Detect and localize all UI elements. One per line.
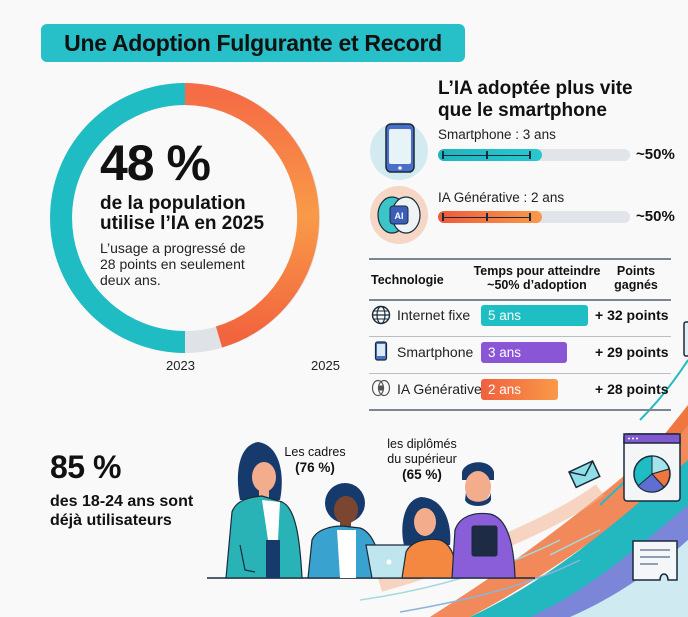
donut-chart — [50, 83, 320, 353]
globe-icon — [371, 305, 391, 325]
youth-subtitle-line1: des 18-24 ans sont — [50, 493, 194, 510]
smartphone-icon — [370, 122, 428, 180]
annotation-diplomes-line1: les diplômés — [387, 437, 457, 451]
row-technology: IA Générative — [397, 381, 482, 397]
header-points-line1: Points — [616, 264, 656, 278]
table-top-rule — [369, 258, 671, 260]
row-technology: Smartphone — [397, 344, 474, 360]
people-illustration — [225, 442, 516, 579]
annotation-cadres: Les cadres (76 %) — [283, 445, 347, 475]
pie-chart-window-icon — [623, 433, 681, 502]
header-technology: Technologie — [371, 273, 444, 287]
header-time-line1: Temps pour atteindre — [473, 264, 601, 278]
annotation-diplomes-line3: (65 %) — [402, 467, 442, 482]
annotation-cadres-line1: Les cadres — [284, 445, 346, 459]
bar-track-smartphone — [438, 149, 630, 161]
row-time-bar: 2 ans — [481, 379, 558, 400]
youth-subtitle-line2: déjà utilisateurs — [50, 512, 172, 529]
ai-brain-icon: AI — [370, 186, 428, 244]
bar-label-ai: IA Générative : 2 ans — [438, 190, 565, 205]
annotation-diplomes-line2: du supérieur — [387, 452, 457, 466]
table-bottom-rule — [369, 409, 671, 411]
row-divider — [369, 373, 671, 374]
row-time-bar: 3 ans — [481, 342, 567, 363]
donut-segment-2023 — [50, 83, 186, 353]
header-time-line2: ~50% d’adoption — [487, 278, 587, 292]
row-time-bar: 5 ans — [481, 305, 588, 326]
row-points: + 32 points — [595, 307, 669, 323]
youth-percentage: 85 % — [50, 449, 121, 485]
adoption-note-line2: 28 points en seulement — [100, 256, 245, 272]
annotation-diplomes: les diplômés du supérieur (65 %) — [384, 437, 460, 482]
smartphone-icon — [374, 341, 388, 361]
row-points: + 29 points — [595, 344, 669, 360]
bar-fill-smartphone — [438, 149, 542, 161]
header-points: Points gagnés — [605, 264, 667, 292]
document-card-icon — [632, 540, 678, 581]
donut-center-text: 48 % de la population utilise l’IA en 20… — [100, 138, 300, 288]
bar-value-ai: ~50% — [636, 208, 675, 225]
comparison-title: L’IA adoptée plus vite que le smartphone — [438, 78, 633, 122]
adoption-note-line3: deux ans. — [100, 272, 161, 288]
header-points-line2: gagnés — [614, 278, 658, 292]
annotation-cadres-line2: (76 %) — [295, 460, 335, 475]
year-label-2025: 2025 — [311, 358, 340, 373]
svg-text:AI: AI — [395, 211, 404, 221]
bar-fill-ai — [438, 211, 542, 223]
adoption-percentage: 48 % — [100, 135, 211, 191]
table-header-rule — [369, 299, 671, 301]
envelope-icon — [568, 460, 601, 489]
header-time: Temps pour atteindre ~50% d’adoption — [467, 264, 607, 292]
row-divider — [369, 336, 671, 337]
comparison-title-line2: que le smartphone — [438, 100, 607, 121]
adoption-subtitle-line1: de la population — [100, 193, 246, 214]
adoption-note: L’usage a progressé de 28 points en seul… — [100, 240, 300, 288]
adoption-note-line1: L’usage a progressé de — [100, 240, 246, 256]
adoption-subtitle: de la population utilise l’IA en 2025 — [100, 194, 300, 234]
page-title-banner: Une Adoption Fulgurante et Record — [41, 24, 465, 62]
adoption-subtitle-line2: utilise l’IA en 2025 — [100, 213, 265, 234]
row-technology: Internet fixe — [397, 307, 471, 323]
device-edge-icon — [683, 321, 688, 357]
bar-value-smartphone: ~50% — [636, 146, 675, 163]
youth-subtitle: des 18-24 ans sont déjà utilisateurs — [50, 492, 193, 530]
comparison-title-line1: L’IA adoptée plus vite — [438, 78, 633, 99]
ai-brain-icon — [371, 379, 391, 397]
bar-track-ai — [438, 211, 630, 223]
bar-label-smartphone: Smartphone : 3 ans — [438, 127, 556, 142]
year-label-2023: 2023 — [166, 358, 195, 373]
row-points: + 28 points — [595, 381, 669, 397]
page-title: Une Adoption Fulgurante et Record — [64, 29, 442, 56]
donut-segment-2025 — [184, 83, 320, 348]
